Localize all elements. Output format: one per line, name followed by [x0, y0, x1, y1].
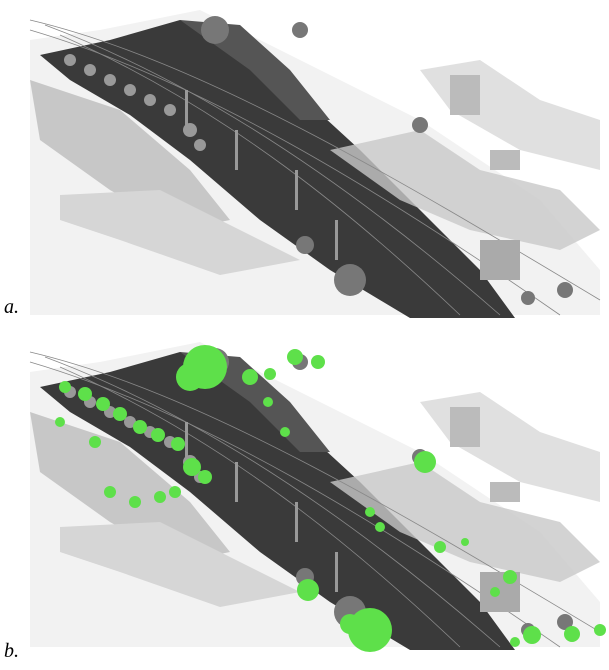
panel-label: b. [4, 640, 19, 663]
point-cloud-a [30, 10, 600, 318]
figure-images [0, 0, 609, 670]
figure: a. b. [0, 0, 609, 670]
point-cloud-b [30, 342, 600, 650]
panel-label: a. [4, 296, 19, 319]
